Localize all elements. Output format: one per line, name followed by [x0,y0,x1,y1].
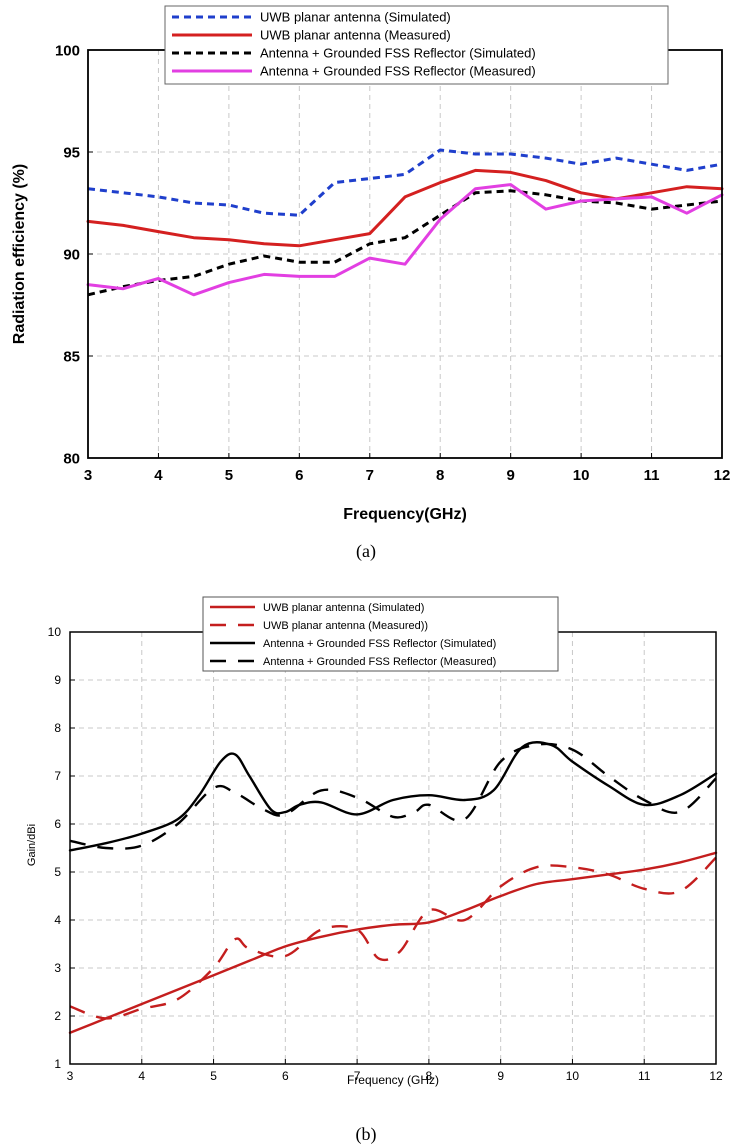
x-tick-label: 10 [566,1069,580,1083]
y-tick-label: 85 [63,348,80,365]
x-tick-label: 12 [709,1069,723,1083]
x-tick-label: 8 [436,467,444,484]
chart-b-plot-area [70,632,716,1064]
x-tick-label: 4 [138,1069,145,1083]
chart-a-grid [88,50,722,458]
legend-label-1: UWB planar antenna (Simulated) [260,10,451,25]
chart-a: 3 4 5 6 7 8 9 10 11 12 80 85 90 95 100 UWB planar ant… [11,5,731,562]
y-tick-label: 7 [54,769,61,783]
chart-a-caption: (a) [356,541,376,562]
chart-a-x-ticks: 3 4 5 6 7 8 9 10 11 12 [84,453,731,484]
x-tick-label: 7 [366,467,374,484]
chart-a-series [86,148,724,297]
y-tick-label: 90 [63,246,80,263]
x-tick-label: 9 [506,467,514,484]
chart-b-grid [70,632,716,1064]
legend-label-4: Antenna + Grounded FSS Reflector (Measur… [260,64,536,79]
chart-a-y-ticks: 80 85 90 95 100 [55,42,93,467]
legend-label-4: Antenna + Grounded FSS Reflector (Measur… [263,656,496,668]
x-tick-label: 10 [573,467,590,484]
x-tick-label: 11 [638,1069,651,1083]
chart-b-legend [202,596,559,672]
y-tick-label: 1 [54,1057,61,1071]
series-line-3 [87,189,723,297]
legend-label-2: UWB planar antenna (Measured) [260,28,451,43]
chart-b-caption: (b) [356,1124,377,1145]
y-tick-label: 4 [54,913,61,927]
legend-label-1: UWB planar antenna (Simulated) [263,602,424,614]
y-tick-label: 100 [55,42,80,59]
x-tick-label: 11 [644,467,660,484]
y-tick-label: 80 [63,450,80,467]
x-tick-label: 7 [354,1069,361,1083]
chart-a-legend-entries: UWB planar antenna (Simulated) UWB planar… [172,10,536,79]
chart-a-y-axis-label: Radiation efficiency (%) [11,164,28,344]
chart-b-series [68,741,718,1034]
series-line-3 [68,741,718,852]
series-line-1 [87,148,723,217]
chart-a-x-axis-label: Frequency(GHz) [343,506,467,523]
legend-label-3: Antenna + Grounded FSS Reflector (Simula… [263,638,496,650]
chart-b-x-ticks: 3 4 5 6 7 8 9 10 11 12 [67,1059,723,1083]
x-tick-label: 5 [225,467,233,484]
x-tick-label: 12 [714,467,731,484]
series-line-2 [69,856,717,1020]
chart-b-x-axis-label: Frequency (GHz) [347,1073,439,1087]
y-tick-label: 9 [54,673,61,687]
x-tick-label: 8 [426,1069,433,1083]
x-tick-label: 6 [282,1069,289,1083]
x-tick-label: 3 [67,1069,74,1083]
series-line-4 [86,183,724,297]
x-tick-label: 9 [497,1069,504,1083]
y-tick-label: 5 [54,865,61,879]
y-tick-label: 2 [54,1009,61,1023]
x-tick-label: 5 [210,1069,217,1083]
chart-b-y-axis-label: Gain/dBi [26,824,38,866]
y-tick-label: 8 [54,721,61,735]
series-line-4 [69,742,717,850]
y-tick-label: 6 [54,817,61,831]
y-tick-label: 10 [48,625,62,639]
x-tick-label: 3 [84,467,92,484]
chart-a-legend [164,5,669,85]
x-tick-label: 4 [154,467,163,484]
y-tick-label: 3 [54,961,61,975]
legend-label-3: Antenna + Grounded FSS Reflector (Simula… [260,46,536,61]
legend-label-2: UWB planar antenna (Measured)) [263,620,428,632]
chart-b-y-ticks: 1 2 3 4 5 6 7 8 9 10 [48,625,75,1071]
chart-b-legend-entries: UWB planar antenna (Simulated) UWB planar… [210,602,496,668]
x-tick-label: 6 [295,467,303,484]
y-tick-label: 95 [63,144,80,161]
